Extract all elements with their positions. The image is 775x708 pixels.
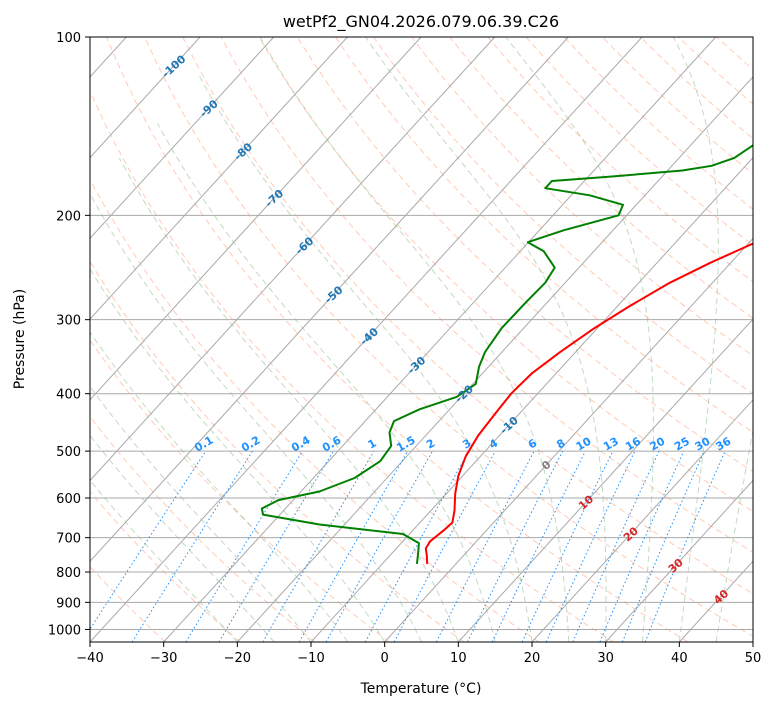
mixing-ratio-line [467, 450, 564, 642]
moist-adiabat [90, 434, 275, 642]
isotherm-line [90, 37, 201, 159]
profile-lines [260, 144, 753, 565]
dry-adiabat [755, 37, 775, 642]
dry-adiabat [449, 37, 753, 319]
moist-adiabat [90, 479, 238, 642]
dry-adiabat [90, 565, 166, 642]
chart-title: wetPf2_GN04.2026.079.06.39.C26 [283, 12, 559, 32]
mixing-ratio-line [90, 450, 207, 631]
x-tick-label: 40 [671, 651, 688, 666]
plot-background [90, 37, 753, 642]
x-tick-label: 30 [597, 651, 614, 666]
mixing-ratio-line [393, 450, 496, 642]
isotherm-line [752, 641, 753, 642]
dry-adiabat [90, 491, 241, 642]
mixing-ratio-line [364, 450, 470, 642]
y-tick-label: 1000 [48, 623, 81, 638]
dry-adiabat [90, 260, 465, 642]
mixing-ratio-line [572, 450, 660, 642]
isotherm-line [310, 156, 753, 642]
mixing-ratio-line [599, 450, 685, 642]
moist-adiabat [90, 385, 312, 642]
isotherm-line [457, 318, 753, 642]
moist-adiabat [259, 37, 570, 642]
moist-adiabat [90, 195, 422, 642]
mixing-ratio-line [644, 450, 726, 642]
isotherm-line [90, 37, 275, 240]
dry-adiabat [182, 37, 753, 595]
x-tick-label: −10 [297, 651, 324, 666]
moist-adiabat [197, 72, 533, 642]
temperature-line [424, 242, 753, 564]
isotherm-line [90, 37, 569, 563]
x-tick-label: 20 [524, 651, 541, 666]
y-axis-title: Pressure (hPa) [12, 289, 28, 389]
y-tick-label: 100 [56, 31, 81, 46]
x-tick-label: 50 [745, 651, 762, 666]
moist-adiabat [672, 37, 719, 642]
mixing-ratio-line [325, 450, 433, 642]
y-tick-label: 700 [56, 532, 81, 547]
mixing-ratio-line [131, 450, 254, 642]
isotherm-line [90, 37, 422, 401]
y-tick-label: 400 [56, 388, 81, 403]
y-tick-label: 800 [56, 566, 81, 581]
isotherm-line [163, 37, 717, 642]
isotherm-line [236, 76, 753, 642]
mixing-ratio-line [621, 450, 705, 642]
dry-adiabat [106, 37, 689, 642]
x-tick-label: 10 [450, 651, 467, 666]
mixing-ratio-line [185, 450, 304, 642]
dry-adiabat [90, 89, 614, 642]
dewpoint-line [260, 144, 753, 565]
isotherm-line [531, 399, 753, 642]
x-axis-title: Temperature (°C) [360, 681, 482, 697]
x-tick-label: 0 [381, 651, 389, 666]
moist-adiabat [90, 331, 349, 642]
moist-adiabat [157, 123, 496, 642]
y-tick-label: 500 [56, 445, 81, 460]
moist-adiabat [505, 37, 654, 642]
isotherm-line [90, 37, 496, 482]
y-tick-label: 200 [56, 209, 81, 224]
x-axis: −40 −30 −20 −10 0 10 20 30 40 50 [76, 642, 761, 666]
isotherm-line [605, 479, 753, 642]
dry-adiabat [90, 415, 316, 642]
x-tick-label: −30 [150, 651, 177, 666]
x-tick-label: −40 [76, 651, 103, 666]
y-tick-label: 600 [56, 492, 81, 507]
dry-adiabat [258, 37, 753, 513]
dry-adiabat [90, 178, 540, 642]
isotherm-line [384, 237, 753, 642]
moist-adiabat [715, 427, 753, 642]
plot-frame [89, 36, 754, 643]
isotherm-line [90, 37, 348, 320]
x-tick-label: −20 [224, 651, 251, 666]
dry-adiabat [411, 37, 753, 357]
y-axis: 100 200 300 400 500 600 700 800 900 1000 [48, 31, 90, 638]
y-tick-label: 300 [56, 314, 81, 329]
y-tick-label: 900 [56, 596, 81, 611]
isotherm-line [90, 37, 643, 642]
moist-adiabat [90, 268, 386, 642]
